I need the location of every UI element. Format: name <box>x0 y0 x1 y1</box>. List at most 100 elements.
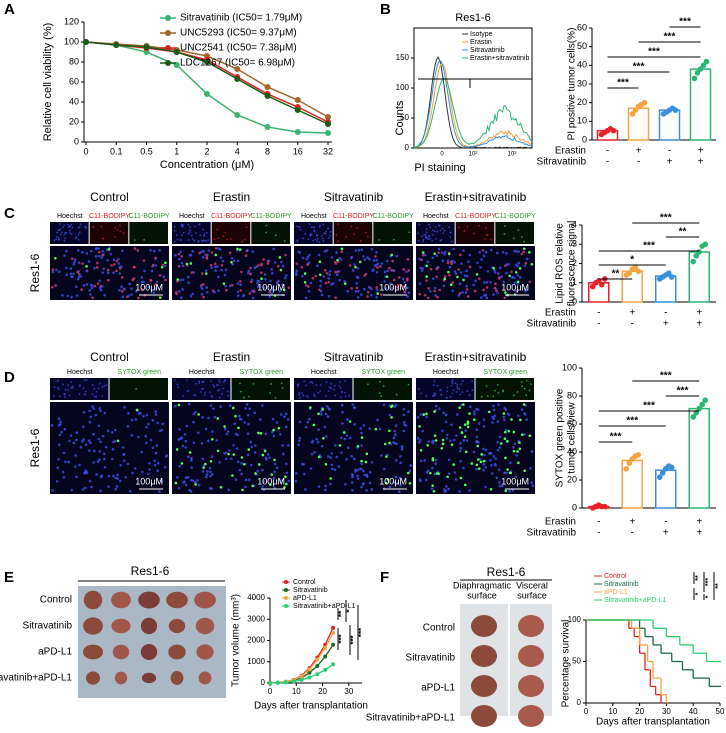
cell <box>458 426 462 429</box>
cell <box>429 290 432 293</box>
tumor <box>140 643 158 661</box>
cell <box>128 489 132 493</box>
cell <box>267 452 270 456</box>
cell <box>429 226 432 229</box>
cell <box>121 295 125 298</box>
cell <box>508 274 511 278</box>
point <box>665 270 672 276</box>
cell <box>179 278 182 282</box>
cell <box>223 427 227 431</box>
cell <box>494 271 497 274</box>
scale-bar-label: 100μM <box>501 282 529 292</box>
cell <box>281 387 284 389</box>
cell <box>127 412 130 415</box>
cell <box>97 250 101 254</box>
cell <box>91 405 94 408</box>
cell <box>457 294 461 297</box>
cell <box>376 266 379 269</box>
cell <box>177 257 181 261</box>
cell <box>78 231 81 234</box>
cell <box>156 461 160 465</box>
tumor <box>141 672 157 684</box>
cell <box>149 438 153 442</box>
cell <box>53 386 56 389</box>
cell <box>116 229 119 231</box>
legend-label: UNC2541 (IC50= 7.38μM) <box>180 43 297 54</box>
cell <box>62 226 65 229</box>
cell <box>328 273 332 276</box>
significance-label: *** <box>679 17 691 28</box>
cell <box>77 233 80 236</box>
cell <box>449 260 453 264</box>
cell <box>302 237 304 240</box>
cell <box>500 484 504 488</box>
cell <box>235 447 239 450</box>
cell <box>279 268 283 272</box>
cell <box>158 429 162 433</box>
cell <box>493 414 497 418</box>
cell <box>386 269 389 273</box>
channel-label: C11-BODIPY <box>211 213 252 220</box>
cell <box>308 417 311 421</box>
cell <box>496 420 500 423</box>
y-tick-label: 40 <box>567 446 577 456</box>
cell <box>147 472 150 476</box>
cell <box>176 278 180 281</box>
cell <box>207 439 210 443</box>
cell <box>398 276 401 279</box>
image-channel <box>294 378 353 400</box>
cell <box>441 429 444 433</box>
y-tick-label: 50 <box>400 113 409 122</box>
y-tick-label: 3 <box>572 239 577 249</box>
row-label: Control <box>40 595 72 606</box>
cell <box>363 473 367 477</box>
cell <box>265 224 268 227</box>
tumor <box>168 644 186 660</box>
cell <box>446 390 449 393</box>
cell <box>324 281 328 285</box>
cell <box>494 457 497 460</box>
tumor <box>168 618 186 634</box>
cell <box>133 265 136 269</box>
cell <box>284 274 288 277</box>
cell <box>374 427 378 431</box>
cell <box>106 259 109 262</box>
cell <box>141 470 144 474</box>
cell <box>144 434 147 438</box>
column-title: Control <box>90 190 129 204</box>
significance-label: * <box>630 255 634 266</box>
column-header: surface <box>517 590 547 600</box>
cell <box>337 223 339 225</box>
cell <box>253 451 257 454</box>
cell <box>69 225 71 228</box>
cell <box>406 295 409 298</box>
cell <box>181 226 184 228</box>
cell <box>503 225 506 227</box>
cell <box>212 407 215 410</box>
factor-sign: - <box>597 308 600 319</box>
cell <box>417 239 420 242</box>
cell <box>452 389 455 392</box>
cell <box>180 436 184 439</box>
cell <box>392 480 395 484</box>
cell <box>97 437 101 441</box>
significance-label: *** <box>660 371 672 382</box>
cell <box>63 239 66 242</box>
point <box>315 664 320 668</box>
cell <box>278 289 282 293</box>
cell <box>97 424 101 428</box>
cell <box>517 414 520 418</box>
cell <box>136 249 140 252</box>
cell <box>239 289 243 292</box>
significance-label: * <box>695 592 702 595</box>
cell <box>110 431 114 434</box>
cell <box>433 230 436 233</box>
cell <box>102 267 106 271</box>
cell <box>107 247 111 251</box>
cell <box>353 233 356 236</box>
cell <box>523 413 527 416</box>
cell <box>439 239 442 242</box>
image-merge <box>416 402 535 494</box>
cell <box>502 412 506 415</box>
cell <box>83 379 86 382</box>
